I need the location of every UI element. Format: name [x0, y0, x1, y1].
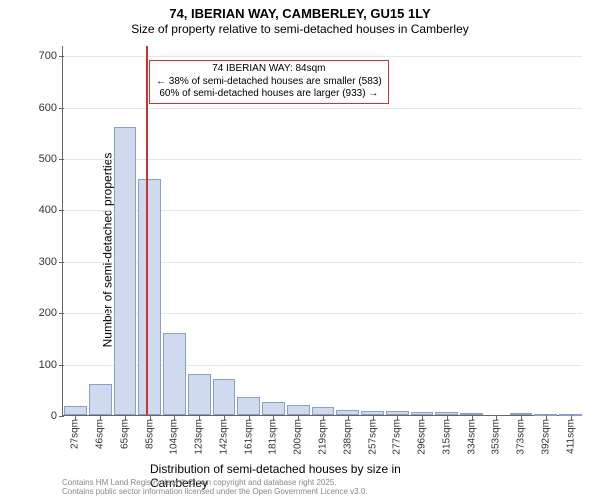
x-tick-label: 373sqm	[516, 415, 527, 455]
x-tick-label: 334sqm	[466, 415, 477, 455]
x-tick-label: 181sqm	[268, 415, 279, 455]
y-tick-label: 200	[39, 307, 63, 319]
gridline	[63, 159, 582, 160]
x-tick-label: 46sqm	[95, 415, 106, 449]
x-tick-label: 142sqm	[218, 415, 229, 455]
x-tick-label: 219sqm	[318, 415, 329, 455]
x-tick-label: 411sqm	[565, 415, 576, 454]
bar-fill	[262, 402, 285, 415]
bar	[287, 405, 310, 415]
bar	[114, 127, 137, 415]
x-tick-label: 65sqm	[119, 415, 130, 449]
x-tick-label: 315sqm	[441, 415, 452, 455]
bar	[312, 407, 335, 415]
chart-title-sub: Size of property relative to semi-detach…	[0, 22, 600, 37]
bar	[262, 402, 285, 415]
x-tick-label: 200sqm	[293, 415, 304, 455]
chart-plot-inner: 010020030040050060070027sqm46sqm65sqm85s…	[62, 46, 582, 416]
y-tick-label: 600	[39, 102, 63, 114]
y-tick-label: 100	[39, 359, 63, 371]
callout-line: 74 IBERIAN WAY: 84sqm	[156, 63, 382, 76]
bar	[237, 397, 260, 415]
x-tick-label: 296sqm	[417, 415, 428, 455]
x-tick-label: 123sqm	[194, 415, 205, 455]
y-tick-label: 500	[39, 153, 63, 165]
bar-fill	[287, 405, 310, 415]
x-tick-label: 277sqm	[392, 415, 403, 455]
footer-line-2: Contains public sector information licen…	[62, 487, 368, 496]
x-tick-label: 27sqm	[70, 415, 81, 449]
y-tick-label: 400	[39, 204, 63, 216]
chart-footer: Contains HM Land Registry data © Crown c…	[62, 478, 368, 496]
property-marker-line	[146, 46, 148, 415]
y-tick-label: 0	[51, 410, 63, 422]
x-tick-label: 257sqm	[367, 415, 378, 455]
x-tick-label: 392sqm	[540, 415, 551, 455]
chart-plot-area: 010020030040050060070027sqm46sqm65sqm85s…	[62, 46, 582, 416]
bar-fill	[114, 127, 137, 415]
footer-line-1: Contains HM Land Registry data © Crown c…	[62, 478, 368, 487]
bar-fill	[237, 397, 260, 415]
bar-fill	[312, 407, 335, 415]
callout-line: ← 38% of semi-detached houses are smalle…	[156, 76, 382, 89]
gridline	[63, 56, 582, 57]
bar	[89, 384, 112, 415]
x-tick-label: 238sqm	[342, 415, 353, 455]
x-tick-label: 161sqm	[243, 415, 254, 455]
y-tick-label: 300	[39, 256, 63, 268]
chart-title-main: 74, IBERIAN WAY, CAMBERLEY, GU15 1LY	[0, 6, 600, 22]
y-tick-label: 700	[39, 50, 63, 62]
bar-fill	[89, 384, 112, 415]
bar-fill	[188, 374, 211, 415]
x-tick-label: 104sqm	[169, 415, 180, 455]
bar-fill	[163, 333, 186, 415]
bar	[188, 374, 211, 415]
callout-line: 60% of semi-detached houses are larger (…	[156, 88, 382, 101]
bar	[138, 179, 161, 415]
bar	[213, 379, 236, 415]
chart-title-block: 74, IBERIAN WAY, CAMBERLEY, GU15 1LY Siz…	[0, 0, 600, 37]
bar-fill	[213, 379, 236, 415]
bar-fill	[64, 406, 87, 415]
gridline	[63, 108, 582, 109]
bar	[64, 406, 87, 415]
bar-fill	[138, 179, 161, 415]
x-tick-label: 85sqm	[144, 415, 155, 449]
x-tick-label: 353sqm	[491, 415, 502, 455]
property-callout: 74 IBERIAN WAY: 84sqm← 38% of semi-detac…	[149, 60, 389, 104]
bar	[163, 333, 186, 415]
